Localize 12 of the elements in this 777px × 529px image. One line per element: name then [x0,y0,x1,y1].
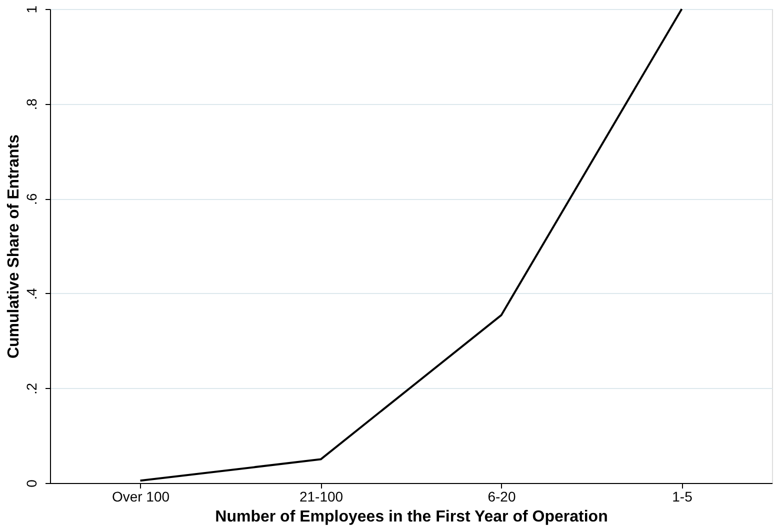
y-tick-label: .8 [24,98,40,110]
y-axis-title: Cumulative Share of Entrants [6,134,22,359]
x-tick-label: 1-5 [672,488,693,504]
y-tick-label: 0 [24,479,40,488]
y-tick-label: .2 [24,382,40,395]
x-axis-title: Number of Employees in the First Year of Operation [215,508,608,526]
x-tick-label: 6-20 [488,488,516,504]
x-tick-label: 21-100 [299,488,344,504]
y-tick-label: 1 [24,5,40,14]
y-tick-label: .6 [24,193,40,205]
y-tick-label: .4 [24,288,40,300]
x-tick-label: Over 100 [112,488,170,504]
